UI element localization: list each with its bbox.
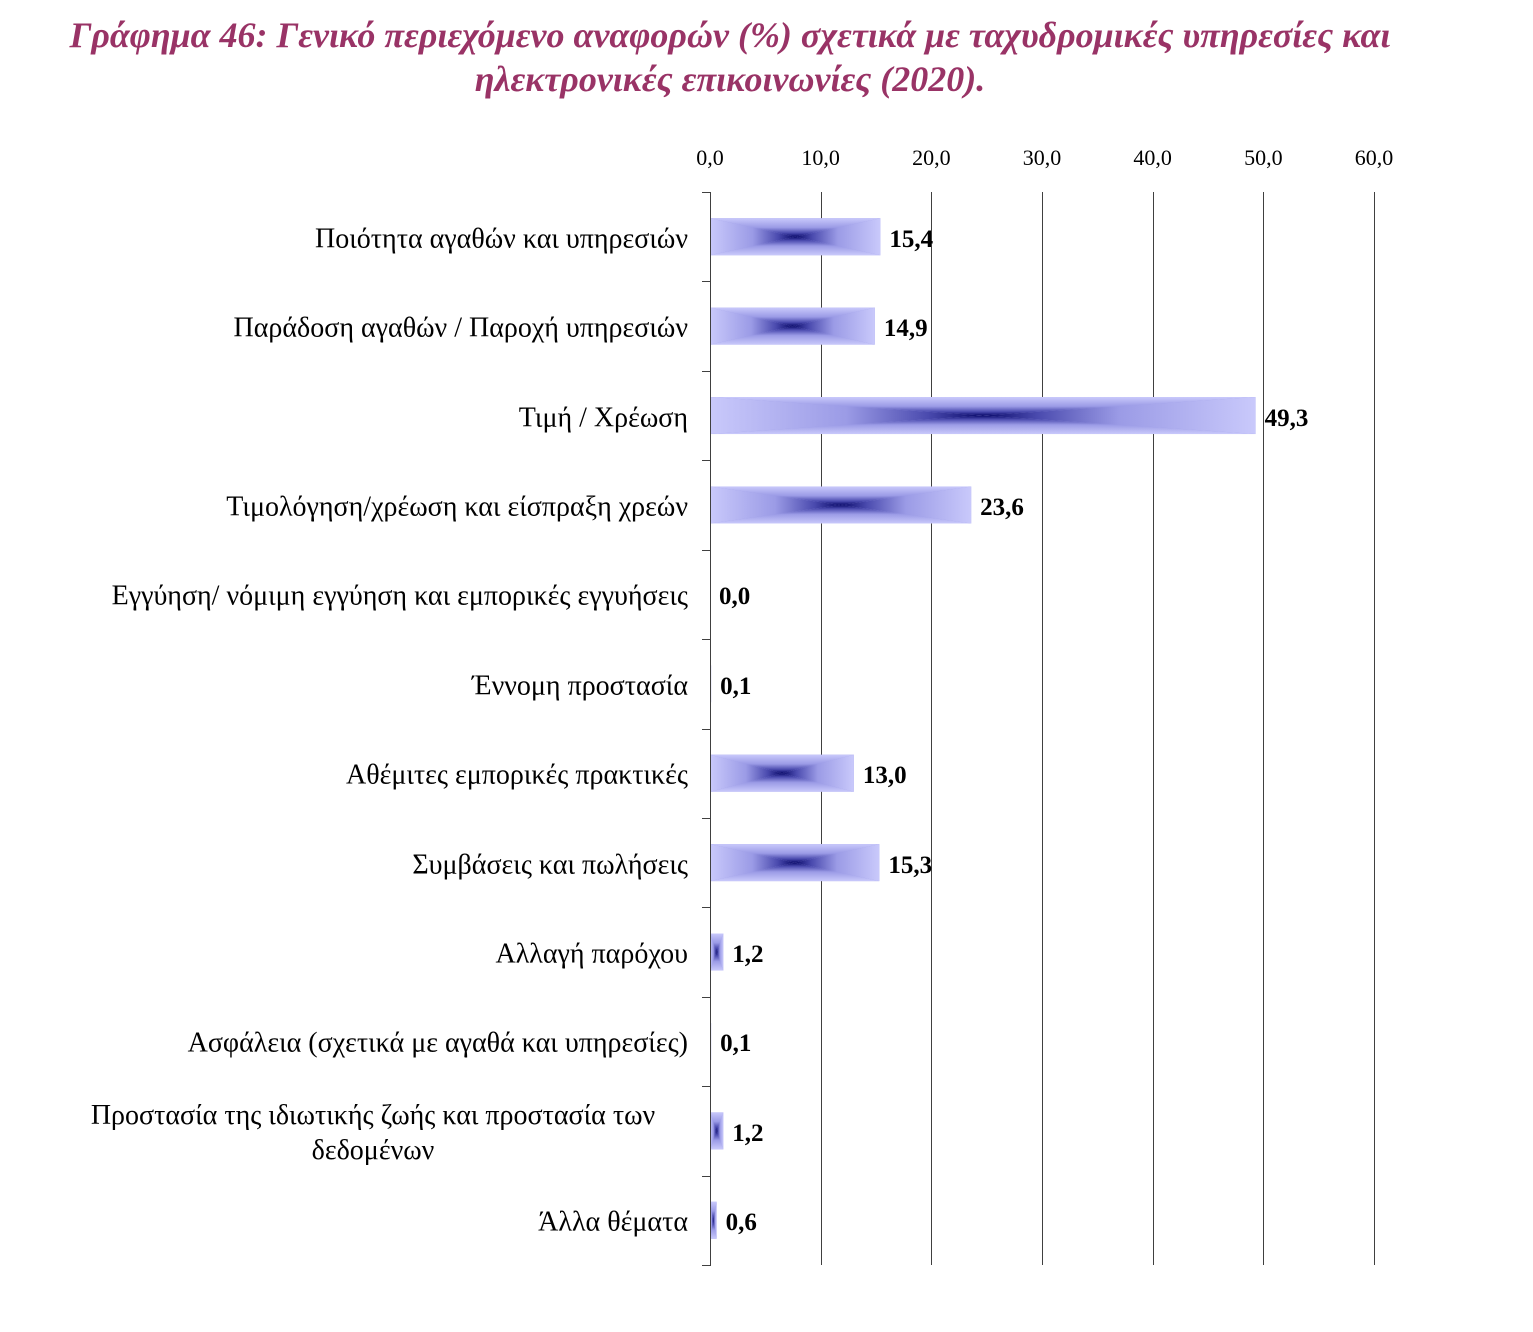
bar-gradient-segment [710,844,880,863]
category-label: Παράδοση αγαθών / Παροχή υπηρεσιών [233,312,688,344]
x-tick-label: 30,0 [1022,145,1062,170]
bar-gradient-segment [710,1112,724,1131]
value-label: 15,4 [889,225,934,253]
category-label: Άλλα θέματα [538,1206,688,1238]
category-label: Συμβάσεις και πωλήσεις [412,849,688,881]
bar-2 [710,307,875,345]
bar-11 [710,1112,724,1150]
bar-gradient-segment [710,933,724,953]
bar-1 [710,218,881,256]
category-label-row: Αθέμιτες εμπορικές πρακτικές [0,758,688,793]
bar-9 [710,933,724,971]
bar-gradient-segment [710,307,793,345]
bar-gradient-segment [710,844,795,882]
category-label-row: Αλλαγή παρόχου [0,937,688,972]
category-label-row: Τιμή / Χρέωση [0,400,688,435]
category-label: Αλλαγή παρόχου [495,938,688,970]
x-tick-label: 0,0 [696,145,724,170]
value-label: 23,6 [980,493,1024,521]
bar-gradient-segment [710,1112,717,1150]
bar-gradient-segment [710,415,1256,435]
bar-gradient-segment [710,933,717,971]
category-label: Ασφάλεια (σχετικά με αγαθά και υπηρεσίες… [187,1027,688,1059]
value-label: 15,3 [888,851,933,879]
bar-gradient-segment [710,1201,717,1221]
bar-4 [710,486,972,524]
bar-8 [710,844,880,882]
bar-gradient-segment [795,218,881,256]
bar-gradient-segment [781,754,854,792]
category-label-row: Συμβάσεις και πωλήσεις [0,847,688,882]
bars [710,218,1256,1239]
bar-gradient-segment [716,1112,724,1150]
bar-gradient-segment [792,307,875,345]
category-label: Τιμολόγηση/χρέωση και είσπραξη χρεών [226,491,688,523]
x-tick-label: 10,0 [801,145,840,170]
bar-gradient-segment [710,773,854,792]
chart-title: Γράφημα 46: Γενικό περιεχόμενο αναφορών … [69,15,1391,99]
bar-gradient-segment [710,486,841,524]
value-label: 14,9 [883,315,928,343]
category-label: Τιμή / Χρέωση [518,402,688,434]
bar-gradient-segment [982,397,1256,435]
category-label: Αθέμιτες εμπορικές πρακτικές [345,759,688,791]
x-tick-label: 40,0 [1133,145,1172,170]
category-label: Ποιότητα αγαθών και υπηρεσιών [315,223,688,255]
y-axis [702,192,711,1266]
value-label: 1,2 [732,941,764,969]
bar-gradient-segment [710,952,724,971]
category-label-row: Ποιότητα αγαθών και υπηρεσιών [0,221,688,256]
bar-gradient-segment [716,933,724,971]
category-label-row: Έννομη προστασία [0,668,688,703]
bar-7 [710,754,854,792]
value-label: 0,6 [725,1209,757,1237]
value-label: 0,0 [719,583,751,611]
value-label: 0,1 [720,1030,752,1058]
bar-gradient-segment [710,754,782,792]
value-label: 0,1 [720,672,752,700]
value-label: 13,0 [862,762,907,790]
category-label: Έννομη προστασία [472,670,688,702]
bar-gradient-segment [710,504,972,524]
bar-gradient-segment [710,754,854,774]
bar-gradient-segment [713,1201,717,1239]
value-label: 49,3 [1264,404,1309,432]
bar-3 [710,397,1256,435]
bar-gradient-segment [710,218,881,237]
bar-gradient-segment [710,397,983,435]
bar-gradient-segment [794,844,880,882]
category-label: Εγγύηση/ νόμιμη εγγύηση και εμπορικές εγ… [111,580,688,612]
value-label: 1,2 [732,1119,764,1147]
category-label-row: Εγγύηση/ νόμιμη εγγύηση και εμπορικές εγ… [0,579,688,614]
category-label-row: Ασφάλεια (σχετικά με αγαθά και υπηρεσίες… [0,1026,688,1061]
bar-gradient-segment [710,326,875,345]
bar-gradient-segment [710,1130,724,1150]
bar-gradient-segment [710,486,972,505]
category-label-row: Τιμολόγηση/χρέωση και είσπραξη χρεών [0,489,688,524]
bar-gradient-segment [710,397,1256,416]
x-tick-label: 20,0 [912,145,951,170]
bar-gradient-segment [710,218,796,256]
x-tick-label: 60,0 [1354,145,1394,170]
category-label-row: Προστασία της ιδιωτικής ζωής και προστασ… [0,1098,688,1168]
x-tick-label: 50,0 [1244,145,1283,170]
bar-gradient-segment [840,486,972,524]
bar-gradient-segment [710,862,880,882]
bar-gradient-segment [710,307,875,327]
category-label: Προστασία της ιδιωτικής ζωής και προστασ… [90,1099,656,1166]
bar-gradient-segment [710,1220,717,1239]
category-label-row: Παράδοση αγαθών / Παροχή υπηρεσιών [0,311,688,346]
gridlines [821,192,1375,1265]
category-label-row: Άλλα θέματα [0,1205,688,1240]
bar-gradient-segment [710,236,881,256]
